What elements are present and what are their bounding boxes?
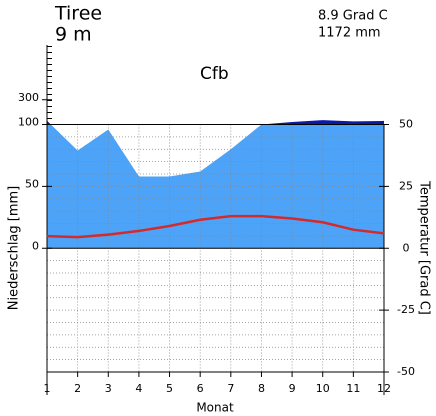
title: Tiree	[54, 3, 102, 25]
y2-tick-label: 50	[399, 118, 413, 131]
y-tick-label: 100	[18, 116, 39, 129]
x-tick-label: 1	[44, 382, 51, 395]
y-tick-label: 50	[25, 177, 39, 190]
x-tick-label: 10	[316, 382, 330, 395]
y2-tick-label: 25	[399, 179, 413, 192]
x-tick-label: 5	[166, 382, 173, 395]
y2-tick-label: 0	[403, 241, 410, 254]
x-axis-label: Monat	[196, 401, 234, 415]
precipitation-area	[47, 124, 384, 249]
x-tick-label: 6	[197, 382, 204, 395]
x-tick-label: 7	[227, 382, 234, 395]
x-tick-label: 11	[346, 382, 360, 395]
y-axis-label: Niederschlag [mm]	[7, 186, 22, 311]
x-tick-label: 2	[74, 382, 81, 395]
climate-class: Cfb	[200, 64, 229, 84]
x-tick-label: 9	[289, 382, 296, 395]
annual-precipitation: 1172 mm	[318, 26, 381, 41]
x-tick-label: 4	[135, 382, 142, 395]
precipitation-excess-area	[47, 120, 384, 125]
y-tick-label: 300	[18, 91, 39, 104]
x-tick-label: 12	[377, 382, 391, 395]
subtitle: 9 m	[55, 24, 92, 46]
temperature-line	[46, 214, 385, 239]
y2-tick-label: -50	[397, 365, 415, 378]
y2-axis-label: Temperatur [Grad C]	[417, 180, 432, 315]
x-tick-label: 8	[258, 382, 265, 395]
y2-tick-label: -25	[397, 303, 415, 316]
y-tick-label: 0	[32, 239, 39, 252]
mean-temperature: 8.9 Grad C	[318, 9, 388, 24]
x-tick-label: 3	[105, 382, 112, 395]
